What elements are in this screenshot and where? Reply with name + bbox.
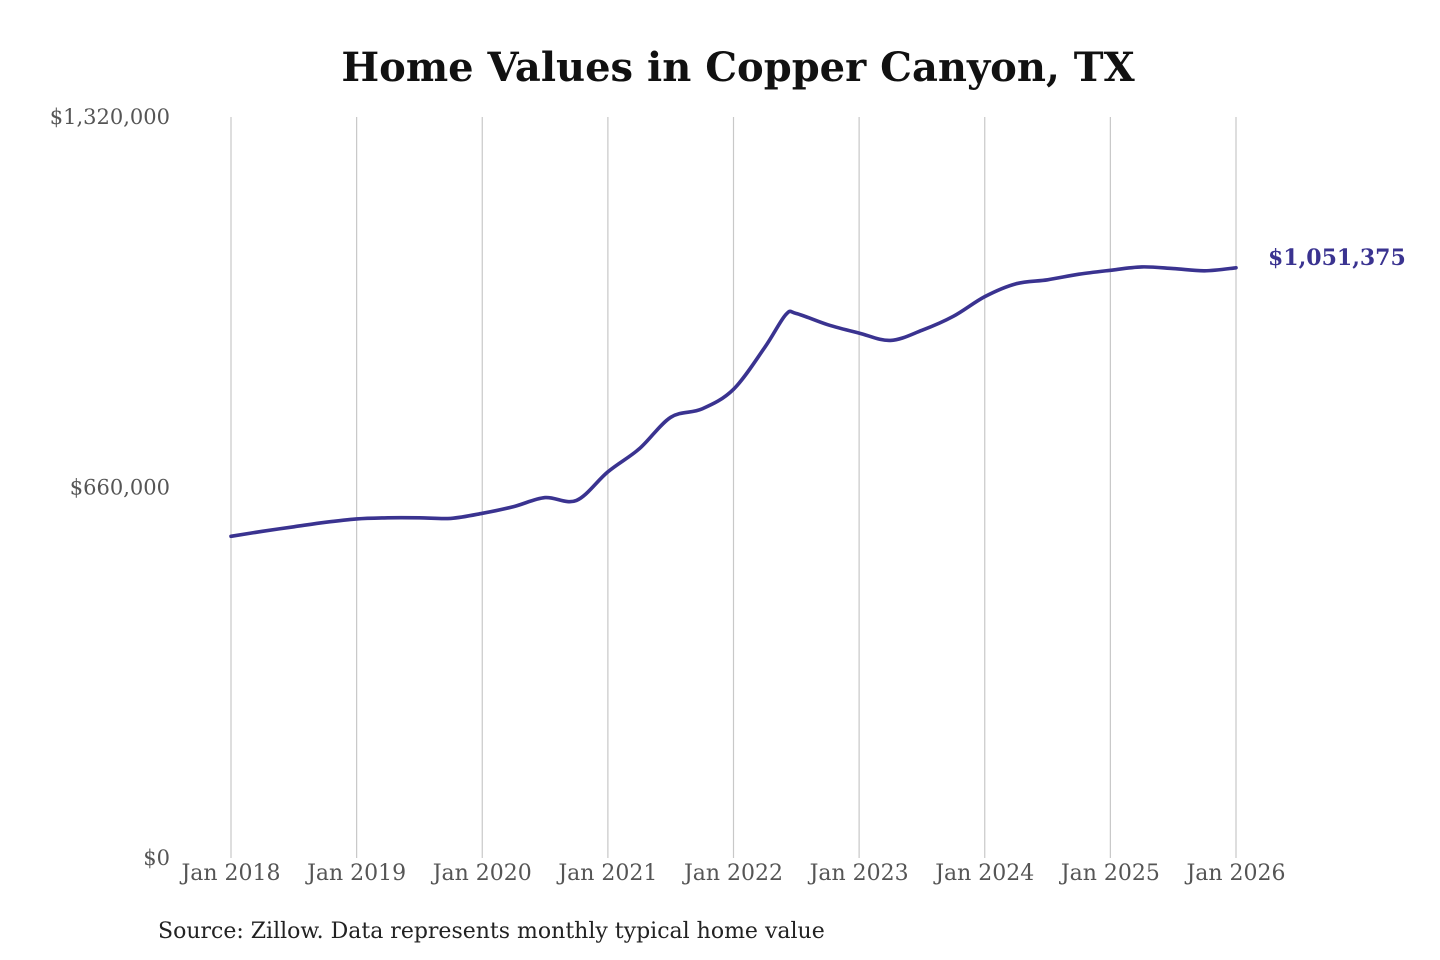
- y-tick-label: $1,320,000: [50, 105, 170, 129]
- x-tick-label: Jan 2025: [1059, 861, 1160, 886]
- series-layer: $1,051,375: [229, 245, 1406, 539]
- x-tick-label: Jan 2019: [305, 861, 406, 886]
- series-line-0: [229, 265, 1238, 539]
- x-tick-label: Jan 2018: [179, 861, 280, 886]
- x-tick-label: Jan 2024: [933, 861, 1034, 886]
- x-tick-label: Jan 2026: [1184, 861, 1285, 886]
- y-tick-label: $0: [143, 846, 170, 870]
- x-tick-label: Jan 2022: [682, 861, 783, 886]
- x-tick-label: Jan 2021: [556, 861, 657, 886]
- gridlines: [230, 117, 1237, 858]
- chart-title: Home Values in Copper Canyon, TX: [341, 44, 1134, 91]
- y-tick-label: $660,000: [70, 476, 170, 500]
- y-axis-ticks: $0 $660,000 $1,320,000: [50, 105, 170, 870]
- end-value-label: $1,051,375: [1268, 245, 1406, 271]
- x-axis-ticks: Jan 2018 Jan 2019 Jan 2020 Jan 2021 Jan 2022…: [179, 861, 1285, 886]
- x-tick-label: Jan 2023: [808, 861, 909, 886]
- source-note: Source: Zillow. Data represents monthly …: [158, 919, 825, 944]
- x-tick-label: Jan 2020: [431, 861, 532, 886]
